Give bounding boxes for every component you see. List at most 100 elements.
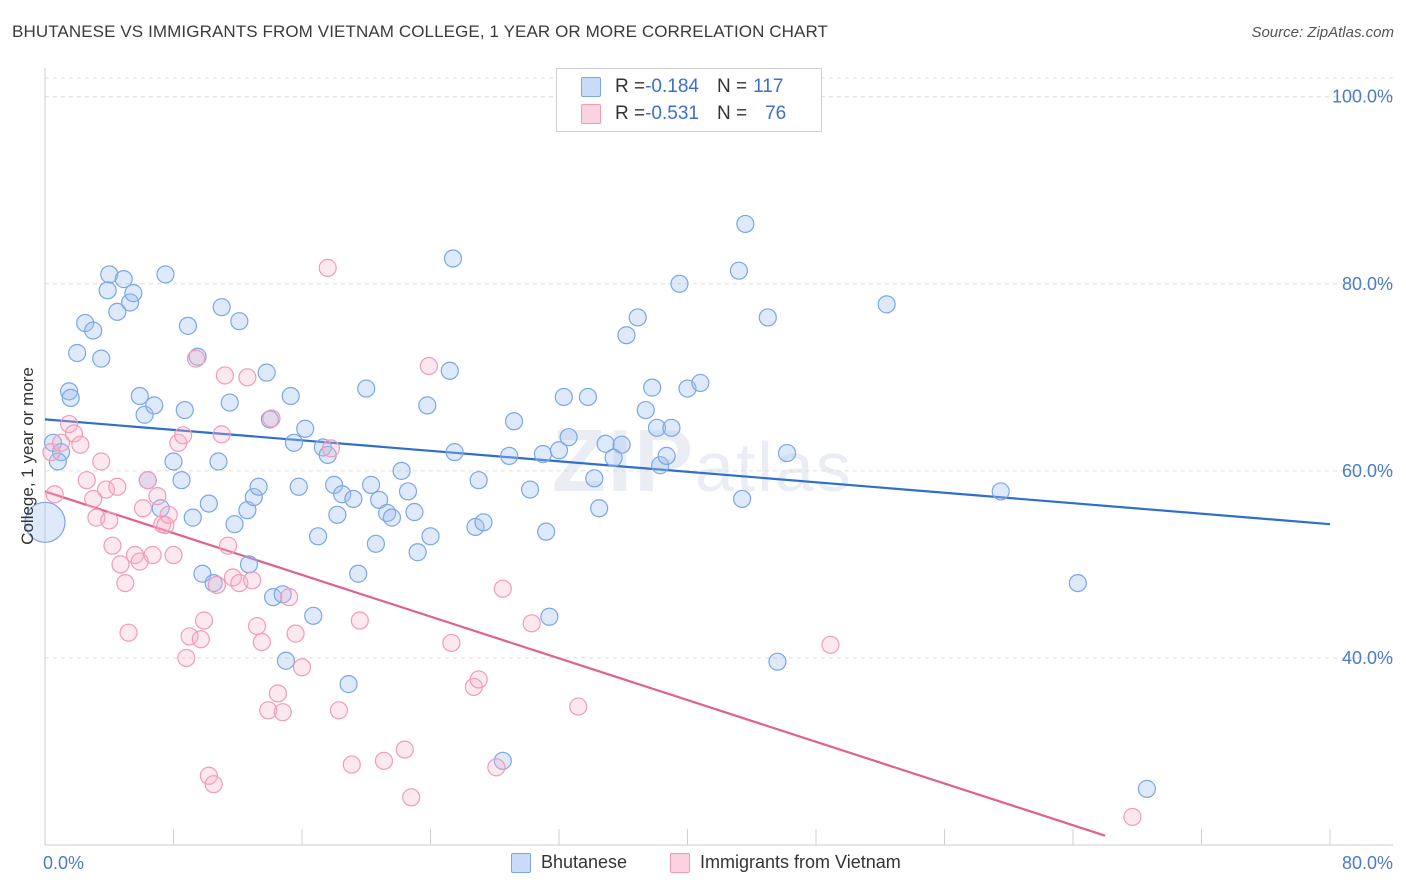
legend-item-bhutanese[interactable]: Bhutanese [511, 852, 627, 873]
legend-label-bhutanese: Bhutanese [541, 852, 628, 872]
point-bhutanese [604, 448, 623, 467]
point-vietnam [329, 701, 349, 720]
legend-n-key: N = [716, 103, 748, 124]
point-bhutanese [1068, 573, 1087, 593]
point-bhutanese [284, 433, 304, 452]
point-vietnam [156, 516, 175, 535]
axes [44, 68, 1393, 846]
point-bhutanese [392, 461, 411, 480]
point-bhutanese [257, 363, 276, 382]
series-legend: Bhutanese Immigrants from Vietnam [0, 852, 1406, 878]
point-bhutanese [590, 499, 609, 518]
point-vietnam [108, 477, 127, 496]
point-bhutanese [24, 501, 66, 543]
trend-line-vietnam [44, 490, 1106, 837]
point-vietnam [243, 571, 262, 590]
point-bhutanese [504, 412, 524, 431]
point-vietnam [402, 788, 421, 807]
point-bhutanese [296, 419, 315, 438]
point-vietnam [259, 701, 278, 720]
point-bhutanese [596, 434, 615, 453]
point-vietnam [119, 623, 138, 642]
trend-lines [44, 418, 1331, 837]
point-bhutanese [238, 501, 257, 520]
point-bhutanese [92, 349, 111, 368]
legend-row-bhutanese: R = -0.184 N = 117 [581, 75, 783, 99]
point-bhutanese [220, 393, 239, 412]
point-vietnam [395, 740, 414, 759]
point-vietnam [42, 443, 61, 462]
point-vietnam [180, 627, 199, 646]
point-vietnam [215, 366, 234, 385]
y-tick-label: 100.0% [1332, 87, 1393, 107]
point-bhutanese [662, 418, 681, 437]
point-bhutanese [418, 396, 437, 415]
point-bhutanese [199, 494, 218, 513]
y-tick-label: 80.0% [1342, 274, 1393, 294]
point-bhutanese [643, 378, 662, 397]
point-bhutanese [114, 270, 133, 289]
point-vietnam [138, 471, 157, 490]
point-vietnam [204, 775, 223, 794]
point-bhutanese [585, 469, 604, 488]
point-vietnam [238, 368, 257, 387]
point-bhutanese [443, 249, 463, 268]
point-bhutanese [636, 400, 655, 420]
point-bhutanese [768, 652, 787, 671]
legend-swatch-bhutanese [511, 852, 531, 873]
point-vietnam [64, 424, 84, 443]
point-vietnam [59, 414, 79, 434]
point-bhutanese [209, 452, 228, 471]
point-bhutanese [48, 452, 67, 471]
point-vietnam [273, 703, 292, 722]
point-bhutanese [100, 265, 119, 284]
point-bhutanese [281, 386, 300, 406]
point-bhutanese [421, 527, 440, 546]
point-bhutanese [225, 515, 244, 534]
point-bhutanese [777, 443, 797, 463]
point-bhutanese [370, 490, 389, 509]
point-vietnam [212, 425, 231, 444]
correlation-legend: R = -0.184 N = 117 R = -0.531 N = 76 [556, 68, 822, 132]
legend-item-vietnam[interactable]: Immigrants from Vietnam [670, 852, 901, 873]
point-bhutanese [617, 326, 636, 345]
point-bhutanese [59, 382, 79, 401]
x-tick-label: 0.0% [43, 853, 84, 873]
y-tick-label: 40.0% [1342, 648, 1393, 668]
point-bhutanese [440, 361, 459, 380]
point-bhutanese [578, 387, 598, 407]
point-bhutanese [366, 534, 385, 553]
chart-title: BHUTANESE VS IMMIGRANTS FROM VIETNAM COL… [12, 22, 829, 41]
point-bhutanese [304, 606, 323, 625]
point-bhutanese [204, 573, 223, 593]
point-bhutanese [135, 405, 154, 424]
point-vietnam [442, 633, 461, 653]
point-bhutanese [398, 482, 418, 501]
point-bhutanese [156, 265, 175, 284]
point-bhutanese [183, 508, 202, 527]
legend-r-key: R = [615, 76, 646, 97]
point-vietnam [493, 579, 512, 598]
point-bhutanese [339, 675, 358, 694]
trend-line-bhutanese [44, 418, 1331, 526]
point-vietnam [247, 617, 267, 636]
point-bhutanese [559, 428, 578, 447]
point-bhutanese [533, 444, 553, 464]
point-bhutanese [84, 321, 103, 340]
point-bhutanese [991, 482, 1010, 501]
point-bhutanese [164, 452, 183, 471]
legend-n-value: 117 [753, 76, 784, 97]
point-bhutanese [628, 308, 647, 327]
point-vietnam [342, 755, 361, 774]
point-bhutanese [276, 651, 296, 670]
point-bhutanese [549, 441, 569, 460]
point-vietnam [186, 349, 206, 368]
point-vietnam [194, 611, 214, 630]
point-bhutanese [344, 489, 363, 509]
point-bhutanese [172, 471, 191, 490]
legend-r-value: -0.531 [645, 103, 699, 124]
point-vietnam [71, 435, 90, 454]
point-vietnam [262, 409, 281, 428]
point-vietnam [116, 573, 135, 593]
